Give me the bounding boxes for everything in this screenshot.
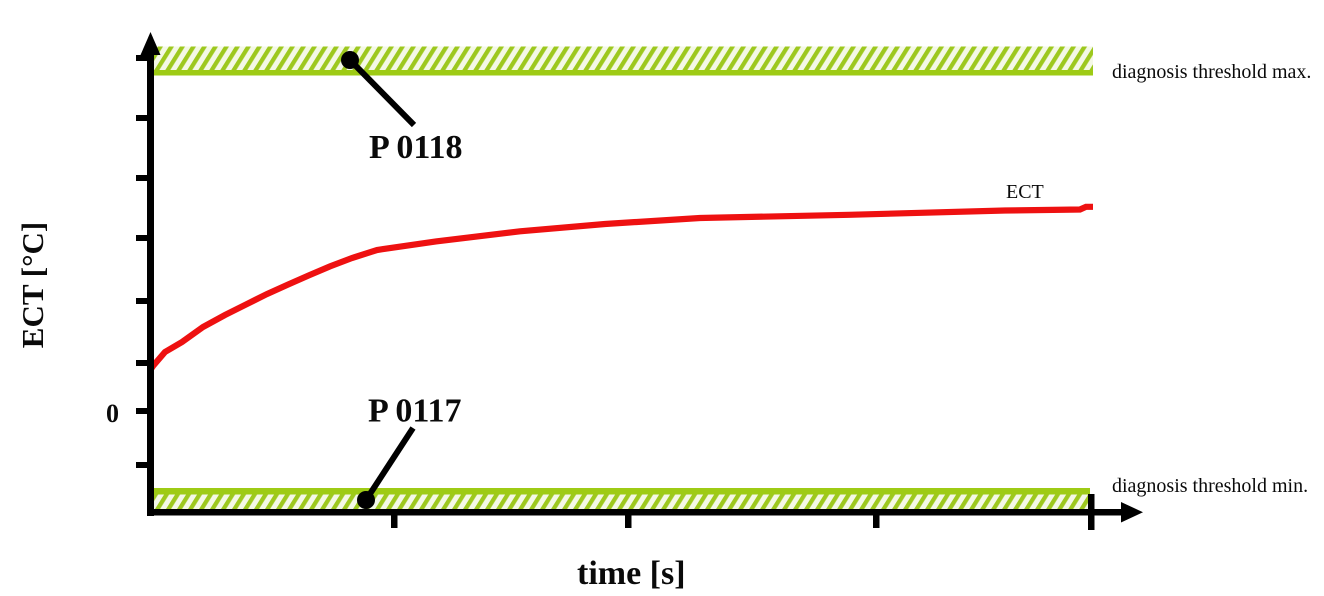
svg-text:P 0118: P 0118 bbox=[369, 129, 463, 166]
svg-text:0: 0 bbox=[106, 399, 119, 428]
svg-text:ECT [°C]: ECT [°C] bbox=[15, 222, 50, 348]
svg-text:diagnosis threshold max.: diagnosis threshold max. bbox=[1112, 61, 1311, 83]
svg-text:time [s]: time [s] bbox=[577, 555, 686, 592]
svg-text:diagnosis threshold min.: diagnosis threshold min. bbox=[1112, 475, 1308, 497]
svg-text:ECT: ECT bbox=[1006, 181, 1044, 203]
svg-text:P 0117: P 0117 bbox=[368, 393, 462, 430]
